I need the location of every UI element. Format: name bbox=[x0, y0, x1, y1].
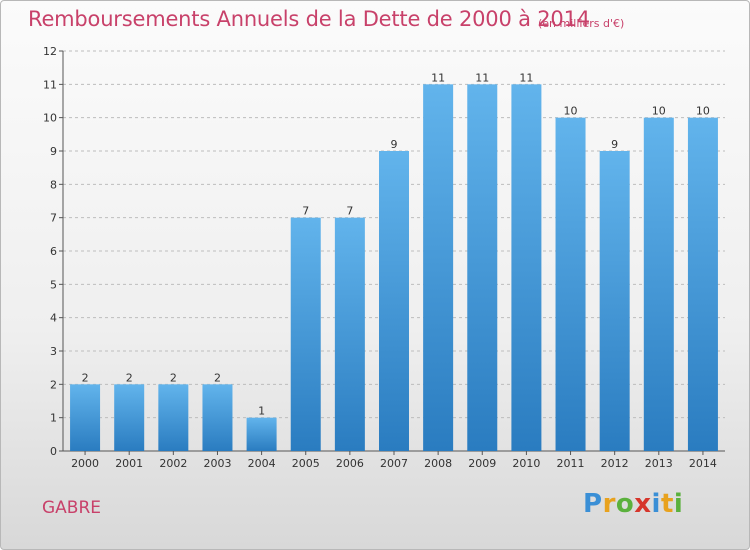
bar bbox=[290, 217, 321, 451]
x-tick-label: 2004 bbox=[248, 457, 276, 470]
bar-value-label: 10 bbox=[652, 105, 666, 118]
bar-value-label: 1 bbox=[258, 405, 265, 418]
x-tick-label: 2000 bbox=[71, 457, 99, 470]
unit-note: (en milliers d'€) bbox=[538, 17, 625, 30]
x-tick-label: 2001 bbox=[115, 457, 143, 470]
y-tick-label: 8 bbox=[50, 178, 57, 191]
logo-letter: t bbox=[660, 489, 674, 519]
x-tick-label: 2006 bbox=[336, 457, 364, 470]
bar bbox=[423, 84, 454, 451]
y-tick-label: 7 bbox=[50, 212, 57, 225]
bar-value-label: 2 bbox=[126, 371, 133, 384]
y-tick-label: 0 bbox=[50, 445, 57, 458]
bar-value-label: 9 bbox=[391, 138, 398, 151]
bar-value-label: 7 bbox=[346, 205, 353, 218]
logo-letter: i bbox=[673, 489, 684, 519]
labels: 2 2 2 2 1 7 7 9 11 11 11 10 9 10 10 bbox=[82, 71, 710, 417]
y-tick-label: 6 bbox=[50, 245, 57, 258]
bar-value-label: 10 bbox=[696, 105, 710, 118]
bar bbox=[467, 84, 498, 451]
bar bbox=[643, 117, 674, 452]
bar bbox=[114, 384, 145, 451]
logo-letter: o bbox=[615, 489, 635, 519]
bar-value-label: 2 bbox=[82, 371, 89, 384]
y-tick-label: 9 bbox=[50, 145, 57, 158]
x-tick-label: 2010 bbox=[512, 457, 540, 470]
bar-value-label: 11 bbox=[519, 71, 533, 84]
bar bbox=[202, 384, 233, 451]
y-tick-label: 4 bbox=[50, 312, 57, 325]
y-tick-label: 2 bbox=[50, 378, 57, 391]
logo-letter: x bbox=[634, 489, 652, 519]
x-tick-label: 2011 bbox=[557, 457, 585, 470]
bar bbox=[246, 417, 277, 451]
proxiti-logo: Proxiti bbox=[583, 489, 683, 519]
logo-letter: r bbox=[602, 489, 616, 519]
x-tick-label: 2002 bbox=[159, 457, 187, 470]
y-tick-label: 1 bbox=[50, 412, 57, 425]
y-tick-label: 11 bbox=[43, 78, 57, 91]
bar-value-label: 2 bbox=[170, 371, 177, 384]
x-tick-label: 2013 bbox=[645, 457, 673, 470]
bar-value-label: 7 bbox=[302, 205, 309, 218]
bar bbox=[158, 384, 189, 451]
bar-value-label: 11 bbox=[475, 71, 489, 84]
y-tick-label: 12 bbox=[43, 45, 57, 58]
commune-name: GABRE bbox=[42, 498, 102, 518]
x-tick-label: 2007 bbox=[380, 457, 408, 470]
bar-value-label: 9 bbox=[611, 138, 618, 151]
bar bbox=[334, 217, 365, 451]
bar-value-label: 11 bbox=[431, 71, 445, 84]
x-tick-label: 2009 bbox=[468, 457, 496, 470]
bar bbox=[687, 117, 718, 452]
x-tick-label: 2008 bbox=[424, 457, 452, 470]
bar-value-label: 10 bbox=[564, 105, 578, 118]
x-tick-label: 2005 bbox=[292, 457, 320, 470]
bars bbox=[70, 84, 718, 452]
y-tick-label: 5 bbox=[50, 278, 57, 291]
y-tick-label: 10 bbox=[43, 112, 57, 125]
bar bbox=[599, 151, 630, 451]
x-tick-label: 2014 bbox=[689, 457, 717, 470]
x-tick-label: 2003 bbox=[203, 457, 231, 470]
chart-title: Remboursements Annuels de la Dette de 20… bbox=[28, 7, 590, 31]
logo-letter: i bbox=[651, 489, 661, 519]
bar bbox=[511, 84, 542, 451]
bar bbox=[379, 151, 409, 451]
x-tick-label: 2012 bbox=[601, 457, 629, 470]
y-tick-label: 3 bbox=[50, 345, 57, 358]
bar-value-label: 2 bbox=[214, 371, 221, 384]
logo-letter: P bbox=[583, 489, 603, 519]
bar bbox=[555, 117, 586, 452]
bar bbox=[70, 384, 101, 451]
